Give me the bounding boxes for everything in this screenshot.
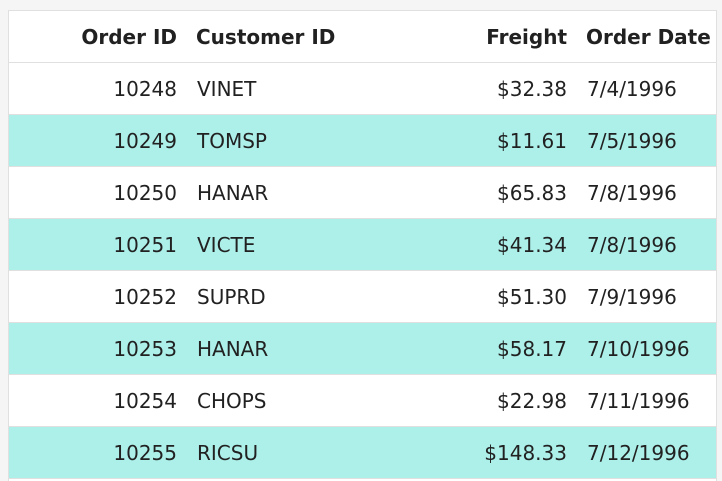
customer-id-cell[interactable]: SUPRD: [197, 285, 266, 309]
order-date-cell[interactable]: 7/8/1996: [587, 181, 677, 205]
order-date-cell[interactable]: 7/12/1996: [587, 441, 690, 465]
orders-grid: Order ID Customer ID Freight Order Date …: [8, 10, 717, 481]
freight-cell[interactable]: $65.83: [497, 181, 567, 205]
customer-id-cell[interactable]: VINET: [197, 77, 257, 101]
table-row[interactable]: 10251 VICTE $41.34 7/8/1996: [9, 219, 716, 271]
freight-cell[interactable]: $41.34: [497, 233, 567, 257]
table-row[interactable]: 10255 RICSU $148.33 7/12/1996: [9, 427, 716, 479]
column-header-customer-id[interactable]: Customer ID: [196, 25, 336, 49]
order-id-cell[interactable]: 10250: [113, 181, 177, 205]
freight-cell[interactable]: $11.61: [497, 129, 567, 153]
freight-cell[interactable]: $22.98: [497, 389, 567, 413]
customer-id-cell[interactable]: RICSU: [197, 441, 259, 465]
order-date-cell[interactable]: 7/4/1996: [587, 77, 677, 101]
column-header-order-date[interactable]: Order Date: [586, 25, 711, 49]
order-id-cell[interactable]: 10255: [113, 441, 177, 465]
order-date-cell[interactable]: 7/8/1996: [587, 233, 677, 257]
freight-cell[interactable]: $58.17: [497, 337, 567, 361]
order-id-cell[interactable]: 10254: [113, 389, 177, 413]
table-row[interactable]: 10253 HANAR $58.17 7/10/1996: [9, 323, 716, 375]
order-id-cell[interactable]: 10253: [113, 337, 177, 361]
order-id-cell[interactable]: 10251: [113, 233, 177, 257]
table-row[interactable]: 10249 TOMSP $11.61 7/5/1996: [9, 115, 716, 167]
column-header-freight[interactable]: Freight: [486, 25, 567, 49]
order-date-cell[interactable]: 7/9/1996: [587, 285, 677, 309]
order-date-cell[interactable]: 7/10/1996: [587, 337, 690, 361]
freight-cell[interactable]: $148.33: [484, 441, 567, 465]
customer-id-cell[interactable]: VICTE: [197, 233, 256, 257]
customer-id-cell[interactable]: CHOPS: [197, 389, 267, 413]
order-id-cell[interactable]: 10248: [113, 77, 177, 101]
order-date-cell[interactable]: 7/11/1996: [587, 389, 690, 413]
column-header-order-id[interactable]: Order ID: [81, 25, 177, 49]
table-row[interactable]: 10254 CHOPS $22.98 7/11/1996: [9, 375, 716, 427]
freight-cell[interactable]: $32.38: [497, 77, 567, 101]
order-id-cell[interactable]: 10249: [113, 129, 177, 153]
customer-id-cell[interactable]: HANAR: [197, 181, 269, 205]
customer-id-cell[interactable]: HANAR: [197, 337, 269, 361]
table-row[interactable]: 10252 SUPRD $51.30 7/9/1996: [9, 271, 716, 323]
header-row: Order ID Customer ID Freight Order Date: [9, 11, 716, 63]
order-date-cell[interactable]: 7/5/1996: [587, 129, 677, 153]
customer-id-cell[interactable]: TOMSP: [197, 129, 267, 153]
freight-cell[interactable]: $51.30: [497, 285, 567, 309]
order-id-cell[interactable]: 10252: [113, 285, 177, 309]
table-row[interactable]: 10248 VINET $32.38 7/4/1996: [9, 63, 716, 115]
table-row[interactable]: 10250 HANAR $65.83 7/8/1996: [9, 167, 716, 219]
